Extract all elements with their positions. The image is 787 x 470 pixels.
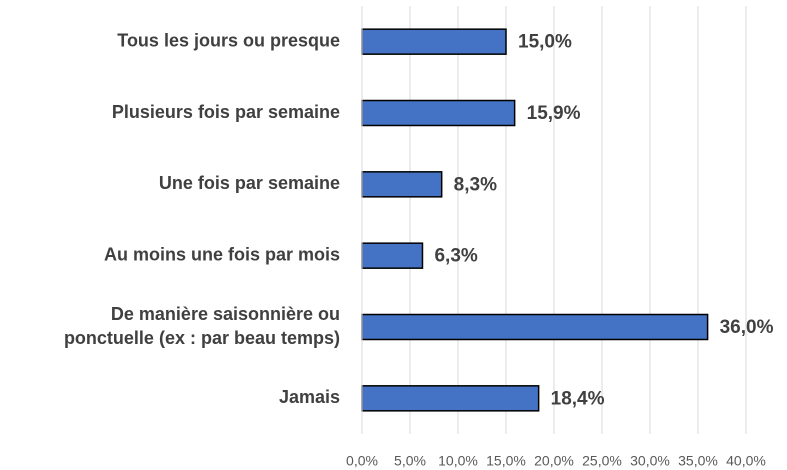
x-tick-label: 10,0% bbox=[438, 453, 478, 469]
bar bbox=[361, 28, 507, 55]
x-tick-label: 40,0% bbox=[726, 453, 766, 469]
data-label: 15,0% bbox=[518, 32, 572, 53]
data-label: 6,3% bbox=[434, 246, 477, 267]
x-tick-label: 35,0% bbox=[678, 453, 718, 469]
data-label: 8,3% bbox=[454, 174, 497, 195]
x-tick-label: 20,0% bbox=[534, 453, 574, 469]
data-label: 18,4% bbox=[551, 388, 605, 409]
bar bbox=[361, 242, 424, 269]
y-tick-label: De manière saisonnière ou ponctuelle (ex … bbox=[64, 304, 340, 348]
bar bbox=[361, 313, 709, 341]
y-tick-label: Plusieurs fois par semaine bbox=[112, 102, 340, 122]
x-tick-label: 5,0% bbox=[394, 453, 426, 469]
bar bbox=[361, 171, 443, 198]
y-tick-label: Une fois par semaine bbox=[159, 173, 340, 193]
x-tick-label: 30,0% bbox=[630, 453, 670, 469]
x-tick-label: 25,0% bbox=[582, 453, 622, 469]
x-tick-label: 0,0% bbox=[346, 453, 378, 469]
data-label: 36,0% bbox=[720, 317, 774, 338]
y-tick-label: Au moins une fois par mois bbox=[104, 244, 340, 264]
data-label: 15,9% bbox=[527, 103, 581, 124]
y-tick-label: Tous les jours ou presque bbox=[117, 30, 340, 50]
bar bbox=[361, 385, 540, 412]
y-tick-label: Jamais bbox=[279, 387, 340, 407]
bar bbox=[361, 99, 516, 127]
x-tick-label: 15,0% bbox=[486, 453, 526, 469]
